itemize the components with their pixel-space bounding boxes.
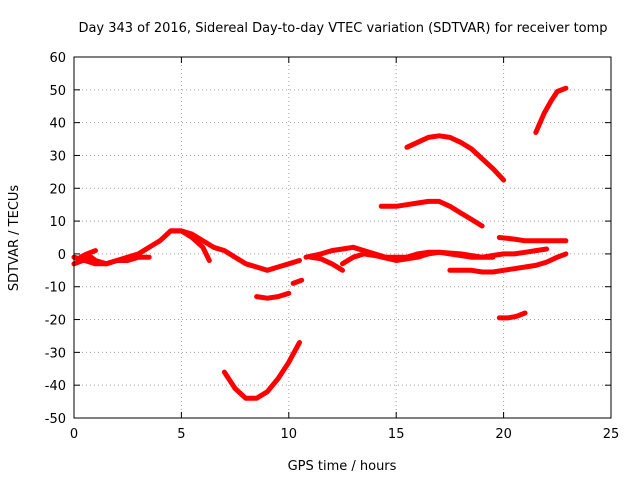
x-tick-label: 10 [281, 427, 298, 442]
series-line-arc-11 [378, 198, 485, 229]
y-tick-label: -10 [45, 281, 66, 296]
y-tick-label: -30 [45, 346, 66, 361]
x-tick-label: 25 [603, 427, 620, 442]
series-line-arc-12 [404, 133, 507, 183]
series-line-arc-14 [496, 235, 569, 244]
y-axis-label: SDTVAR / TECUs [7, 185, 22, 292]
y-tick-label: -40 [45, 379, 66, 394]
series-line-arc-4 [168, 228, 212, 263]
series-line-arc-9 [307, 254, 345, 273]
series-line-arc-5 [221, 340, 302, 401]
series-line-arc-3 [77, 248, 98, 260]
x-tick-label: 20 [495, 427, 512, 442]
chart-title: Day 343 of 2016, Sidereal Day-to-day VTE… [78, 21, 607, 36]
x-tick-label: 15 [388, 427, 405, 442]
y-tick-label: 50 [49, 84, 66, 99]
tick-layer: 0 5 10 15 20 25 -50 -40 -30 -20 -10 0 10 20 30 40 50 60 [45, 51, 620, 442]
series-line-arc-13 [447, 251, 569, 275]
y-tick-label: 40 [49, 117, 66, 132]
y-tick-label: 30 [49, 149, 66, 164]
y-tick-label: -20 [45, 314, 66, 329]
series-line-arc-15 [496, 310, 528, 321]
series-layer [71, 85, 569, 401]
y-tick-label: 20 [49, 182, 66, 197]
series-line-arc-16 [533, 85, 569, 135]
series-line-arc-10 [340, 249, 496, 267]
y-tick-label: -50 [45, 412, 66, 427]
series-line-arc-6 [254, 290, 292, 301]
x-tick-label: 5 [177, 427, 185, 442]
x-axis-label: GPS time / hours [288, 459, 397, 474]
series-line-arc-7 [290, 277, 305, 286]
series-line-arc-2 [71, 254, 152, 267]
y-tick-label: 60 [49, 51, 66, 66]
x-tick-label: 0 [70, 427, 78, 442]
y-tick-label: 10 [49, 215, 66, 230]
grid-layer [74, 57, 611, 418]
plot-frame [73, 56, 612, 419]
y-tick-label: 0 [58, 248, 66, 263]
